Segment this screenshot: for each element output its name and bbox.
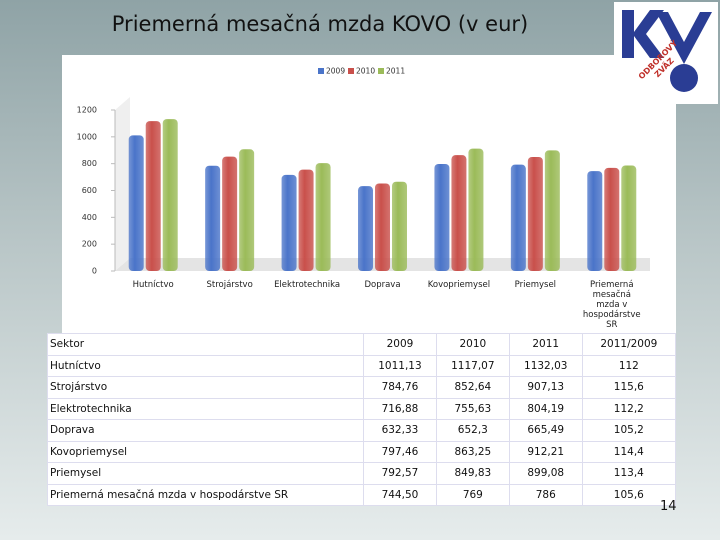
table-cell: 105,2 [581,419,677,442]
bar [451,155,467,271]
table-cell: Strojárstvo [47,376,364,399]
header-cell: 2010 [435,333,510,356]
bar [358,186,373,271]
bar [315,163,331,271]
y-tick-label: 600 [82,186,97,195]
legend-swatch [348,68,354,74]
x-tick-label: Elektrotechnika [274,280,341,290]
bar [281,174,297,271]
table-cell: 863,25 [435,440,510,463]
x-tick-label: Kovopriemysel [427,280,491,290]
bar [604,167,620,271]
table-cell: 105,6 [581,483,677,506]
table-cell: 744,50 [363,483,437,506]
bar [527,156,543,271]
table-cell: 797,46 [363,440,437,463]
table-row: Elektrotechnika 716,88 755,63 804,19 112,2 [47,397,677,420]
table-cell: 849,83 [435,462,510,485]
table-cell: 1011,13 [363,354,437,377]
bar [239,149,255,271]
table-row: Strojárstvo 784,76 852,64 907,13 115,6 [47,376,677,399]
table-row: Priemerná mesačná mzda v hospodárstve SR… [47,483,677,506]
bar [222,156,238,271]
bar [128,135,144,271]
table-cell: 716,88 [363,397,437,420]
table-cell: 792,57 [363,462,437,485]
table-cell: Kovopriemysel [47,440,364,463]
bar [375,183,390,271]
table-cell: 907,13 [508,376,583,399]
logo-v [656,12,712,64]
bar [392,181,407,271]
header-cell: Sektor [47,333,364,356]
header-cell: 2011 [508,333,583,356]
x-tick-label: Hutníctvo [132,280,174,290]
slide-title: Priemerná mesačná mzda KOVO (v eur) [111,12,529,36]
page-number: 14 [660,499,677,514]
table-cell: 804,19 [508,397,583,420]
table-cell: 112 [581,354,677,377]
logo-circle [670,64,698,92]
y-tick-label: 400 [82,213,97,222]
table-cell: 115,6 [581,376,677,399]
table-cell: 769 [435,483,510,506]
logo-k [622,10,664,58]
bar [587,171,603,271]
table-cell: 1132,03 [508,354,583,377]
bar [298,169,314,271]
table-cell: 786 [508,483,583,506]
header-cell: 2009 [363,333,437,356]
table-cell: 755,63 [435,397,510,420]
table-cell: 632,33 [363,419,437,442]
table-cell: Elektrotechnika [47,397,364,420]
table-cell: 652,3 [435,419,510,442]
table-row: Kovopriemysel 797,46 863,25 912,21 114,4 [47,440,677,463]
legend-label: 2009 [326,67,345,76]
table-cell: 113,4 [581,462,677,485]
table-cell: 899,08 [508,462,583,485]
table-cell: 784,76 [363,376,437,399]
legend-label: 2011 [386,67,405,76]
x-tick-label: Priemysel [514,280,557,290]
table-cell: 112,2 [581,397,677,420]
table-cell: 114,4 [581,440,677,463]
bar [468,148,484,271]
bar [434,164,450,271]
table-cell: 1117,07 [435,354,510,377]
x-tick-label: Priemerná mesačná mzda v hospodárstve SR [582,280,641,330]
bar [145,121,161,272]
table-row: Doprava 632,33 652,3 665,49 105,2 [47,419,677,442]
bar [544,150,560,271]
bar [162,119,178,271]
x-tick-label: Doprava [364,280,401,290]
table-cell: 912,21 [508,440,583,463]
bar [621,165,637,271]
table-cell: 665,49 [508,419,583,442]
legend-swatch [378,68,384,74]
table-cell: Hutníctvo [47,354,364,377]
bar [205,165,221,271]
data-table: Sektor 2009 2010 2011 2011/2009 Hutníctvo 1011… [47,333,677,506]
legend-label: 2010 [356,67,375,76]
y-tick-label: 0 [92,267,97,276]
table-header: Sektor 2009 2010 2011 2011/2009 [47,333,677,356]
table-row: Priemysel 792,57 849,83 899,08 113,4 [47,462,677,485]
side-wall [115,97,130,271]
y-tick-label: 200 [82,240,97,249]
table-cell: Priemysel [47,462,364,485]
y-tick-label: 800 [82,159,97,168]
header-cell: 2011/2009 [581,333,677,356]
table-cell: Doprava [47,419,364,442]
bar [510,164,526,271]
legend-swatch [318,68,324,74]
table-cell: Priemerná mesačná mzda v hospodárstve SR [47,483,364,506]
y-tick-label: 1200 [77,106,97,115]
table-cell: 852,64 [435,376,510,399]
table-row: Hutníctvo 1011,13 1117,07 1132,03 112 [47,354,677,377]
x-tick-label: Strojárstvo [206,280,253,290]
y-tick-label: 1000 [77,132,97,141]
